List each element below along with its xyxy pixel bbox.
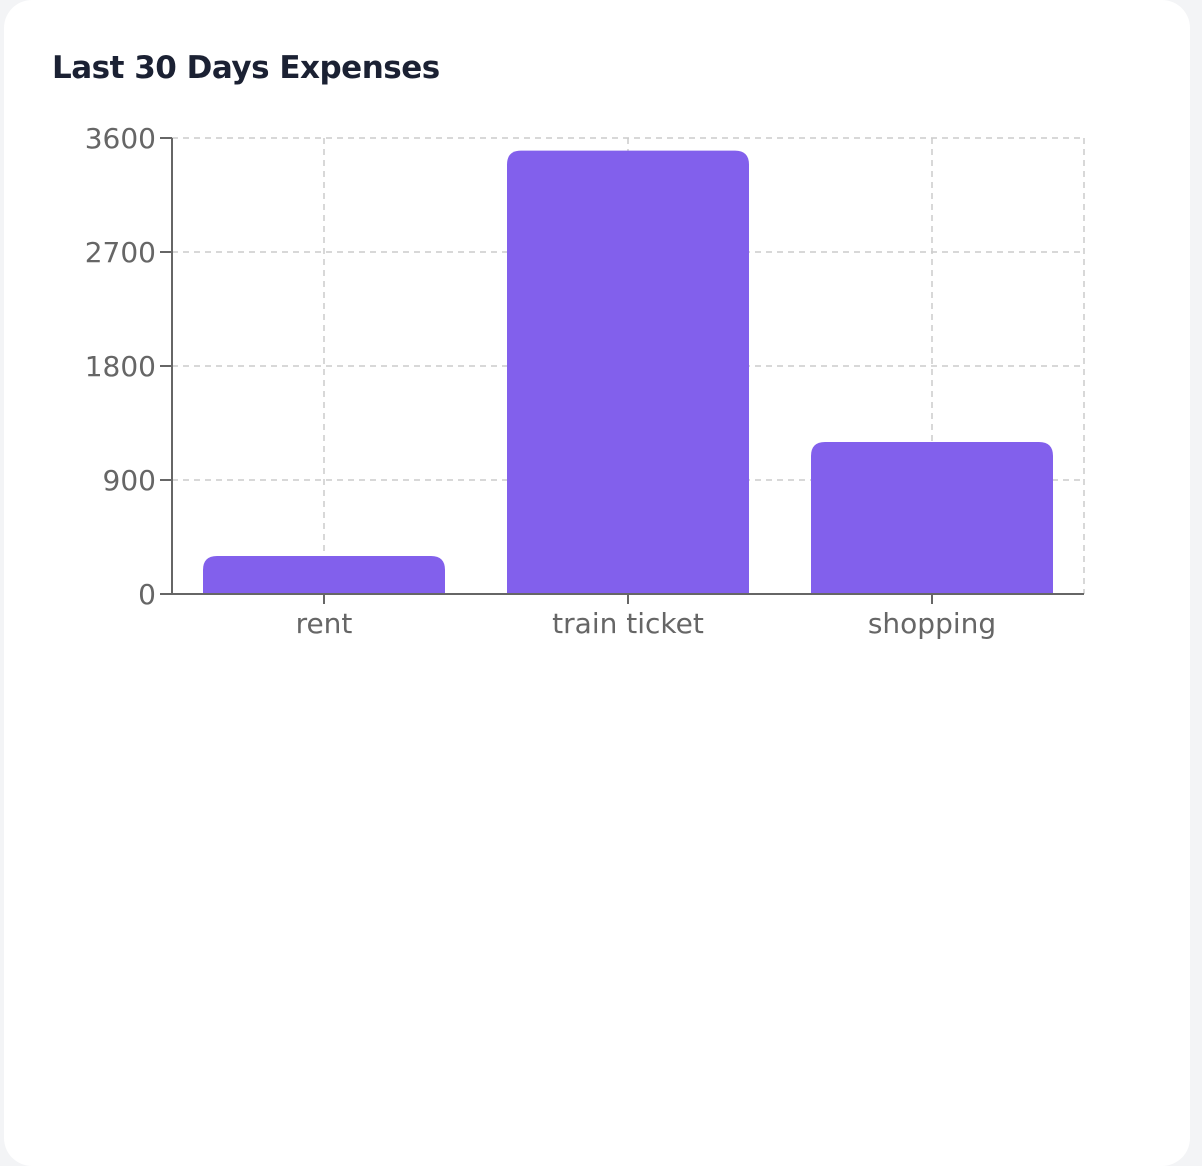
bar-rent — [203, 556, 445, 594]
y-tick-label: 900 — [103, 464, 156, 497]
x-tick-label: shopping — [868, 607, 996, 640]
y-tick-label: 1800 — [85, 350, 156, 383]
bar-train-ticket — [507, 150, 749, 594]
chart-title: Last 30 Days Expenses — [52, 50, 440, 86]
y-tick-label: 2700 — [85, 236, 156, 269]
x-tick-label: rent — [296, 607, 353, 640]
y-tick-label: 3600 — [85, 122, 156, 155]
y-tick-label: 0 — [138, 578, 156, 611]
x-tick-label: train ticket — [552, 607, 704, 640]
bar-shopping — [811, 442, 1053, 594]
